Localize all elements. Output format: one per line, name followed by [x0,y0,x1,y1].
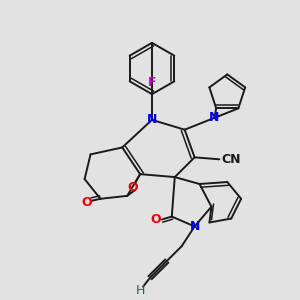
Text: N: N [189,220,200,233]
Text: F: F [148,76,156,89]
Text: CN: CN [221,153,241,166]
Text: O: O [151,213,161,226]
Text: H: H [135,284,145,297]
Text: O: O [81,196,92,209]
Text: N: N [147,113,157,126]
Text: O: O [128,182,139,194]
Text: N: N [209,111,220,124]
